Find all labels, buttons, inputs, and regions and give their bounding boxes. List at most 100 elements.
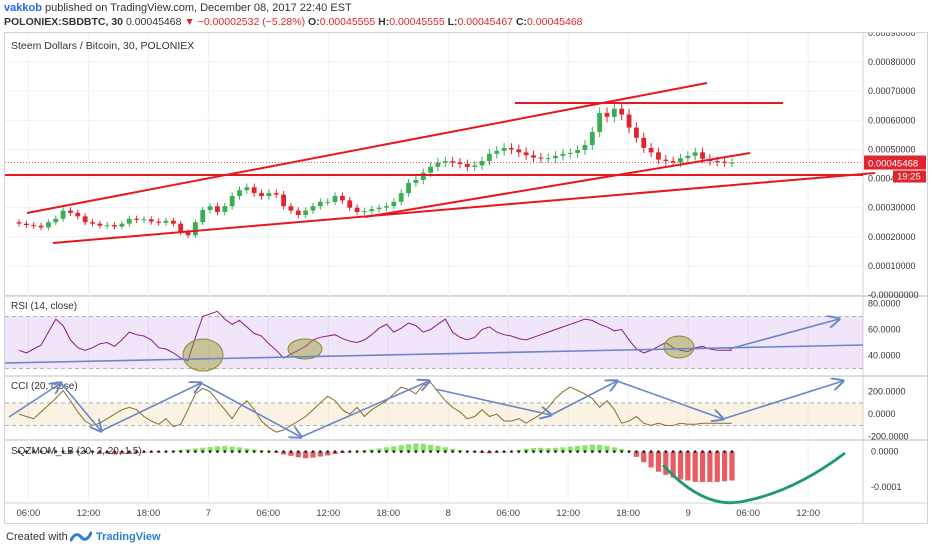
sqz-dot (451, 450, 454, 453)
candle (325, 201, 331, 203)
sqz-bar (552, 447, 559, 452)
candle (597, 113, 603, 132)
candle (185, 232, 191, 236)
sqz-dot (54, 450, 58, 453)
x-tick-label: 8 (446, 508, 451, 519)
sqz-bar (383, 447, 390, 452)
candle (193, 222, 198, 236)
trend-line[interactable] (364, 152, 751, 218)
y-tick-label: -0.00000000 (868, 290, 919, 300)
candle (472, 165, 478, 167)
candle (398, 193, 404, 202)
sqz-bar (530, 448, 537, 452)
sqz-dot (686, 450, 690, 453)
sqz-dot (649, 450, 653, 453)
candle (347, 200, 353, 208)
sqz-dot (701, 450, 704, 453)
sqz-dot (561, 450, 565, 453)
rsi-line (18, 310, 732, 362)
trend-line[interactable] (52, 172, 876, 244)
sqz-dot (113, 450, 116, 453)
sqz-dot (333, 450, 337, 453)
candle (604, 113, 610, 117)
candle (538, 157, 544, 159)
x-tick-label: 06:00 (496, 508, 520, 519)
sqz-dot (216, 450, 219, 453)
sqz-dot (488, 450, 491, 453)
candle (281, 194, 286, 207)
candle (82, 216, 88, 223)
candle (68, 210, 73, 213)
sqz-bar (310, 451, 316, 458)
x-tick-label: 18:00 (376, 508, 400, 519)
y-tick-label: 0.00050000 (868, 144, 916, 154)
sqz-bar (244, 448, 250, 452)
annotation-arrow[interactable] (8, 383, 61, 418)
sqz-bar (655, 451, 662, 472)
sqz-dot (348, 450, 352, 453)
author-name[interactable]: vakkob (4, 2, 42, 14)
sqz-dot (208, 450, 212, 453)
candle (509, 147, 514, 150)
rsi-support-line[interactable] (4, 344, 864, 364)
last-price-tag-label: 0.00045468 (868, 159, 918, 170)
candle (634, 127, 639, 138)
annotation-arrow[interactable] (60, 382, 101, 431)
chart-container[interactable]: 06:00 12:00 18:00 7 06:00 12:00 18:00 8 06:00 12:… (4, 28, 928, 524)
sqz-dot (39, 450, 43, 453)
candle (104, 225, 110, 227)
trend-line[interactable] (26, 82, 708, 214)
x-tick-label: 18:00 (616, 508, 640, 519)
annotation-arrow[interactable] (728, 319, 839, 350)
rsi-y-tick-label: 80.0000 (868, 299, 901, 309)
sqz-dot (319, 450, 322, 453)
sqz-bar (582, 445, 588, 452)
candle (112, 225, 117, 227)
annotation-arrow[interactable] (722, 381, 843, 420)
annotation-arrow[interactable] (300, 381, 429, 438)
candle (435, 162, 441, 167)
sqz-dot (297, 450, 300, 453)
candle (215, 206, 220, 213)
sqz-bar (281, 451, 287, 455)
chart-canvas[interactable]: 06:00 12:00 18:00 7 06:00 12:00 18:00 8 06:00 12:… (4, 28, 927, 523)
annotation-arrow[interactable] (616, 380, 723, 419)
candle (16, 222, 22, 224)
x-tick-label: 7 (206, 508, 211, 519)
sqz-dot (370, 450, 374, 453)
sqz-bar (192, 448, 198, 452)
sqz-dot (91, 450, 94, 453)
sqz-dot (414, 450, 418, 453)
sqz-bar (545, 448, 551, 452)
sqz-bar (685, 451, 691, 481)
candle (729, 162, 735, 164)
tradingview-brand[interactable]: TradingView (96, 531, 161, 543)
annotation-arrow[interactable] (434, 388, 551, 415)
sqz-dot (473, 450, 477, 453)
y-tick-label: 0.00080000 (868, 57, 916, 67)
sqz-dot (642, 450, 646, 453)
candle (90, 222, 95, 224)
y-tick-label: 0.00030000 (868, 203, 916, 213)
annotation-arrow[interactable] (550, 381, 617, 416)
cci-band (5, 402, 863, 426)
sqz-dot (69, 450, 72, 453)
y-tick-label: 0.00060000 (868, 115, 916, 125)
sqz-bar (295, 451, 301, 458)
candle (516, 149, 522, 153)
sqz-dot (127, 450, 131, 453)
sqz-bar (229, 446, 235, 452)
rsi-pane-title: RSI (14, close) (11, 301, 77, 312)
sqz-dot (230, 450, 234, 453)
candle (369, 209, 375, 212)
candle (134, 218, 139, 220)
candle (531, 155, 536, 158)
annotation-arrow[interactable] (200, 382, 301, 437)
annotation-arrow[interactable] (100, 383, 201, 432)
candle (266, 193, 272, 197)
sqz-projection-curve[interactable] (661, 451, 846, 505)
open-value: 0.00045555 (319, 16, 376, 28)
candle (611, 108, 617, 117)
sqz-dot (245, 450, 249, 453)
sqz-bar (405, 444, 412, 452)
